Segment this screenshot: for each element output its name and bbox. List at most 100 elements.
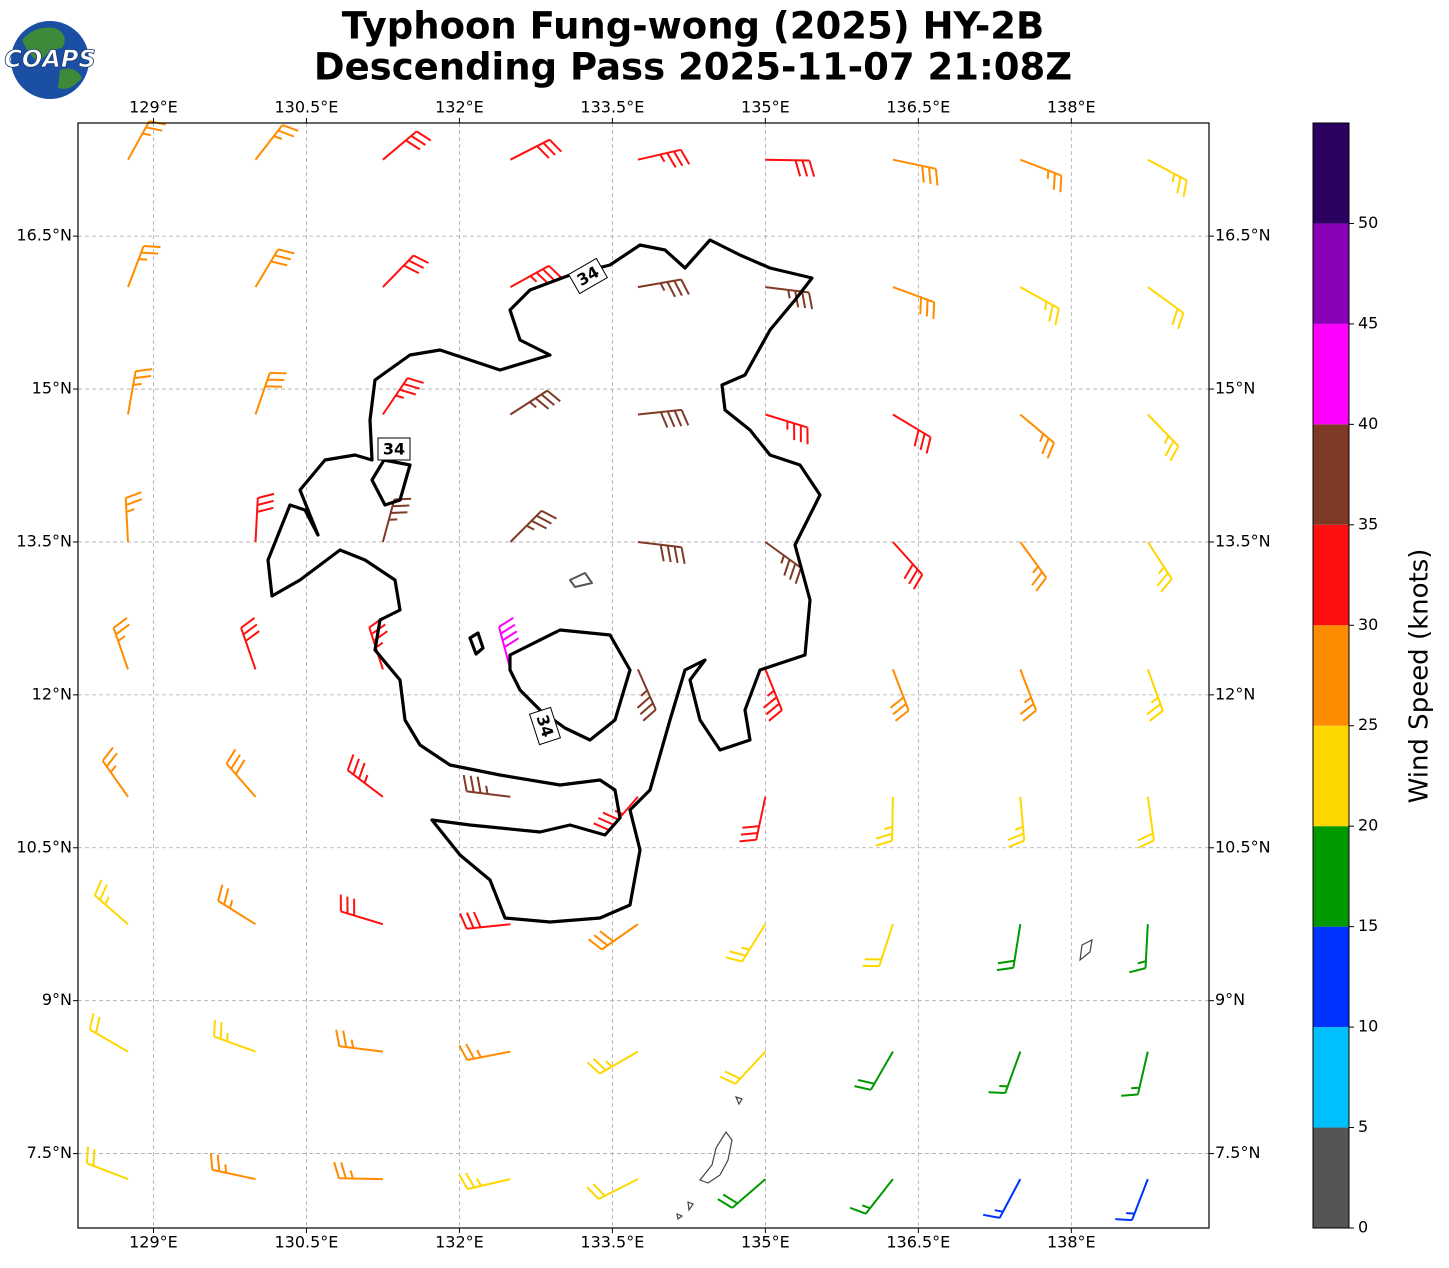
wind-barb xyxy=(335,1029,384,1053)
grid xyxy=(78,123,1209,1228)
colorbar-tick-label: 10 xyxy=(1358,1017,1378,1036)
wind-barb xyxy=(854,1051,894,1091)
x-tick-label: 136.5°E xyxy=(886,98,950,117)
contour-line xyxy=(266,238,822,924)
contour-label-box xyxy=(567,257,609,295)
islands xyxy=(676,938,1093,1221)
island xyxy=(734,1096,743,1106)
wind-barb xyxy=(458,1172,511,1190)
wind-barb xyxy=(1146,669,1164,722)
wind-barb xyxy=(996,924,1022,972)
wind-barb xyxy=(892,541,924,590)
wind-barb xyxy=(1019,286,1060,326)
wind-barb xyxy=(1147,286,1185,330)
x-tick-label: 135°E xyxy=(741,1233,790,1252)
colorbar-segment xyxy=(1313,123,1349,224)
wind-barb xyxy=(725,923,767,963)
wind-barb xyxy=(509,264,562,288)
wind-barb xyxy=(509,138,563,161)
colorbar-tick-label: 45 xyxy=(1358,313,1378,332)
wind-barb xyxy=(462,774,511,798)
contour-line xyxy=(468,631,485,656)
wind-barb xyxy=(88,1013,129,1053)
colorbar-tick-label: 0 xyxy=(1358,1218,1368,1237)
colorbar-segment xyxy=(1313,625,1349,726)
wind-barb xyxy=(254,371,287,415)
y-tick-label: 13.5°N xyxy=(16,531,72,550)
wind-barb xyxy=(1115,1178,1149,1222)
colorbar-segment xyxy=(1313,826,1349,927)
wind-barb xyxy=(739,796,767,843)
wind-barb xyxy=(112,616,130,670)
colorbar-label: Wind Speed (knots) xyxy=(1405,549,1435,804)
colorbar-segment xyxy=(1313,1027,1349,1128)
wind-barb xyxy=(849,1178,894,1215)
wind-barb xyxy=(637,541,686,564)
contour xyxy=(266,238,822,924)
wind-barb xyxy=(240,616,260,670)
colorbar: 0 5 10 15 20 25 30 35 40 45 50 xyxy=(1312,122,1378,1237)
wind-barb xyxy=(1019,541,1048,592)
x-tick-label: 133.5°E xyxy=(580,98,644,117)
wind-barb xyxy=(127,368,153,415)
logo-text: COAPS xyxy=(4,45,95,73)
wind-barb xyxy=(875,796,894,847)
wind-barb xyxy=(637,408,690,428)
island xyxy=(676,1213,684,1221)
wind-barb xyxy=(458,1043,511,1061)
colorbar-tick-label: 25 xyxy=(1358,715,1378,734)
wind-barb xyxy=(1019,413,1055,459)
wind-barb xyxy=(764,541,802,585)
wind-barb xyxy=(765,413,809,445)
x-tick-label: 135°E xyxy=(741,98,790,117)
wind-barb xyxy=(1007,796,1026,848)
wind-barb xyxy=(593,796,639,831)
y-tick-label: 15°N xyxy=(32,379,72,398)
colorbar-segment xyxy=(1313,926,1349,1028)
wind-barb xyxy=(254,248,295,288)
wind-barb xyxy=(892,158,939,186)
colorbar-segment xyxy=(1313,424,1349,525)
contour-label-box xyxy=(528,706,562,746)
y-tick-label: 7.5°N xyxy=(1215,1143,1260,1162)
wind-barb xyxy=(93,879,129,925)
contour-labels: 34 34 34 xyxy=(377,257,609,746)
wind-barb xyxy=(719,1050,767,1085)
y-tick-label: 15°N xyxy=(1215,379,1255,398)
wind-barb xyxy=(127,120,166,161)
wind-barb xyxy=(1121,1051,1149,1097)
wind-barb xyxy=(1147,413,1180,462)
colorbar-tick-label: 15 xyxy=(1358,916,1378,935)
colorbar-tick-label: 20 xyxy=(1358,816,1378,835)
wind-barb xyxy=(765,286,814,310)
colorbar-segment xyxy=(1313,524,1349,626)
y-tick-label: 9°N xyxy=(42,990,72,1009)
contour-line xyxy=(569,572,593,588)
wind-barb xyxy=(254,124,299,161)
wind-barb xyxy=(1019,669,1038,722)
colorbar-segment xyxy=(1313,725,1349,827)
x-tick-label: 132°E xyxy=(435,1233,484,1252)
colorbar-tick-label: 5 xyxy=(1358,1117,1368,1136)
x-tick-label: 130.5°E xyxy=(274,1233,338,1252)
wind-barb xyxy=(209,1153,256,1181)
y-tick-label: 12°N xyxy=(1215,684,1255,703)
wind-barb xyxy=(1137,796,1155,849)
chart-title: Typhoon Fung-wong (2025) HY-2B xyxy=(342,5,1044,48)
wind-barb xyxy=(586,1050,639,1075)
colorbar-tick-label: 40 xyxy=(1358,414,1378,433)
wind-barb xyxy=(762,669,783,722)
wind-barb xyxy=(213,1019,256,1053)
colorbar-tick-label: 30 xyxy=(1358,615,1378,634)
wind-barb xyxy=(1019,158,1063,193)
contour-line xyxy=(508,628,632,742)
wind-barb xyxy=(765,158,816,177)
x-tick-label: 138°E xyxy=(1047,98,1096,117)
y-tick-label: 9°N xyxy=(1215,990,1245,1009)
y-tick-label: 10.5°N xyxy=(1215,837,1271,856)
wind-barb xyxy=(101,746,129,798)
wind-barb xyxy=(509,389,561,416)
wind-barb xyxy=(382,377,424,416)
wind-barb xyxy=(587,923,639,951)
wind-barb xyxy=(254,492,275,543)
